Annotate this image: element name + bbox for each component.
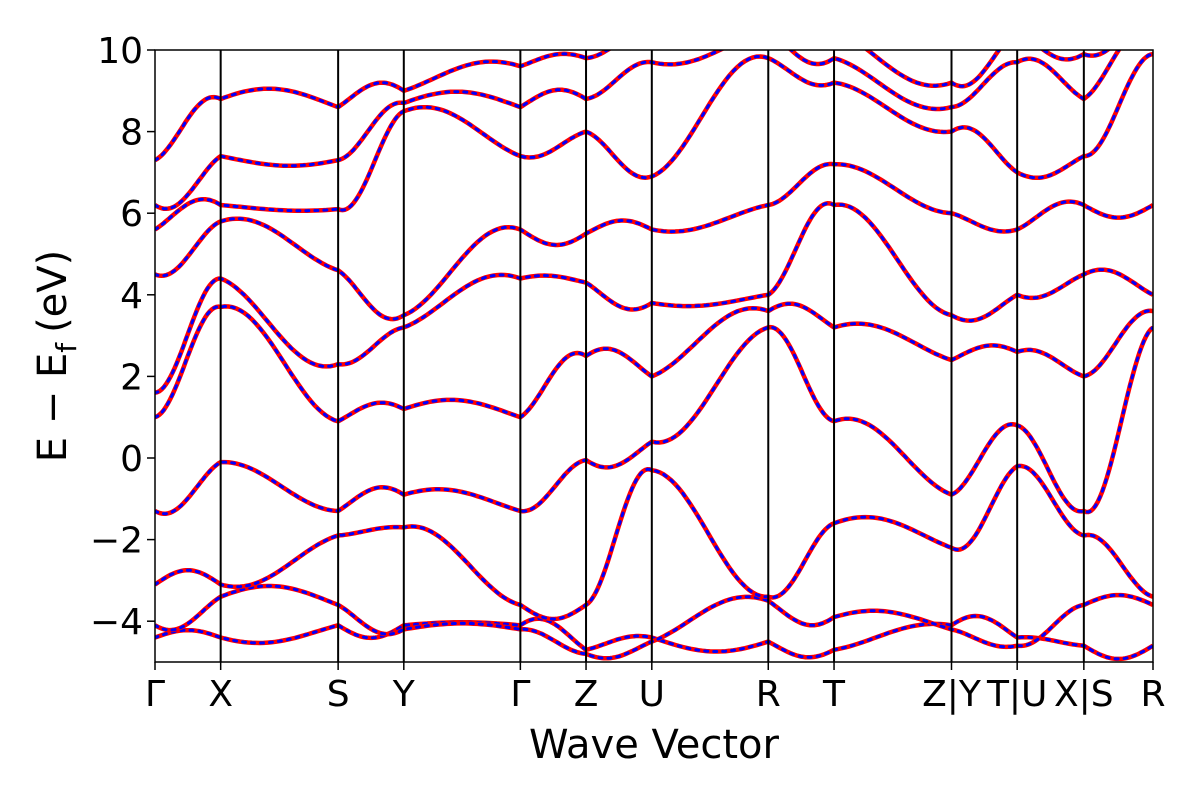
x-tick-label: Γ [510, 674, 530, 715]
x-tick-label: X|S [1054, 674, 1114, 715]
y-tick-label: 6 [120, 194, 143, 235]
x-tick-label: Z [574, 674, 599, 715]
x-tick-label: R [1140, 674, 1165, 715]
x-tick-label: S [327, 674, 350, 715]
y-tick-label: 10 [97, 31, 143, 72]
plot-frame [154, 49, 1154, 663]
y-tick-label: −4 [90, 602, 143, 643]
x-tick-label: Z|Y [922, 674, 982, 715]
x-axis-title: Wave Vector [529, 722, 780, 768]
y-axis-title-subscript: f [50, 342, 83, 353]
x-axis-ticks: Γ X S Y Γ Z U R T Z|Y T|U X|S R [145, 662, 1166, 715]
high-symmetry-lines [219, 50, 1085, 662]
y-tick-label: −2 [90, 521, 143, 562]
x-tick-label: U [639, 674, 665, 715]
y-tick-label: 0 [120, 439, 143, 480]
y-axis-title-unit: (eV) [30, 250, 76, 333]
x-tick-label: X [208, 674, 233, 715]
y-tick-label: 8 [120, 113, 143, 154]
plot-background [155, 50, 1153, 662]
x-tick-label: T [822, 674, 846, 715]
y-axis-ticks: −4 −2 0 2 4 6 8 10 [90, 31, 155, 643]
y-axis-title: E − Ef (eV) [30, 250, 83, 463]
y-tick-label: 2 [120, 357, 143, 398]
y-axis-title-main: E − E [30, 353, 76, 463]
y-tick-label: 4 [120, 276, 143, 317]
x-tick-label: T|U [986, 674, 1047, 715]
x-tick-label: Γ [145, 674, 165, 715]
x-tick-label: Y [392, 674, 416, 715]
x-tick-label: R [756, 674, 781, 715]
